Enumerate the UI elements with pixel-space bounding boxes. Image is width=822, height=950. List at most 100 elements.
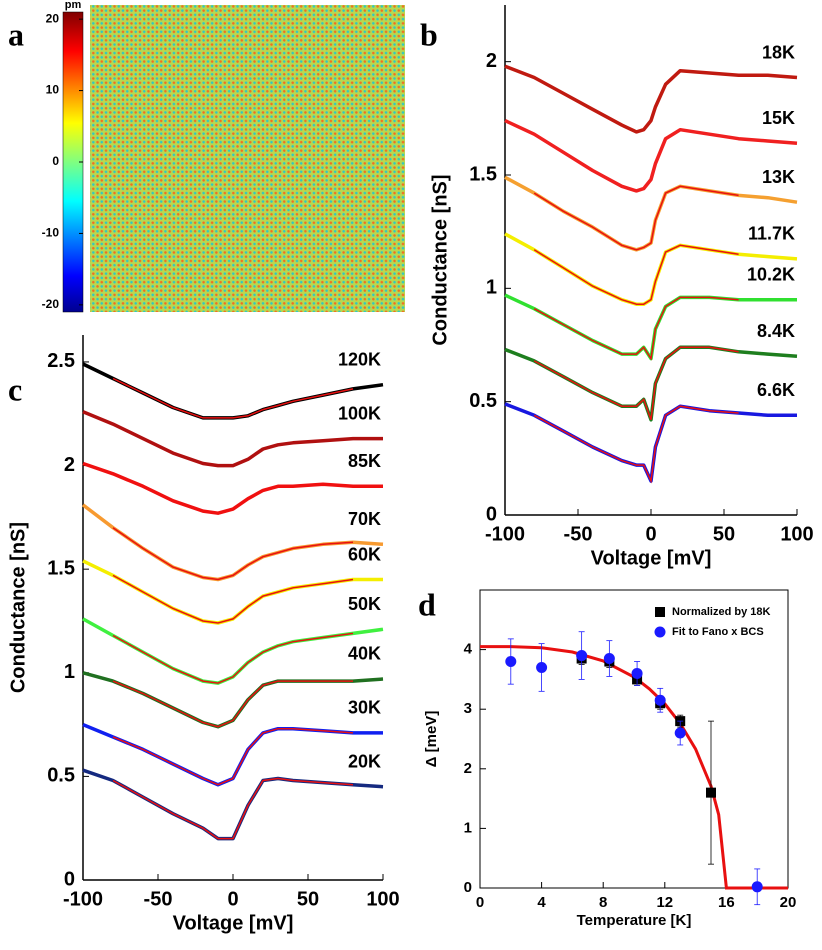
y-tick-label: 0 — [464, 879, 472, 896]
x-tick-label: 100 — [366, 888, 399, 910]
colorbar-tick-label: 0 — [52, 154, 59, 168]
conductance-curve — [82, 768, 384, 841]
fit-curve — [533, 296, 739, 361]
y-tick-label: 0.5 — [469, 390, 497, 412]
fit-curve — [112, 727, 354, 786]
temperature-label: 6.6K — [757, 380, 795, 400]
data-point — [674, 727, 686, 739]
panel-letter: c — [8, 371, 22, 407]
fit-curve — [112, 632, 354, 684]
conductance-curve — [82, 722, 383, 787]
temperature-label: 60K — [348, 544, 381, 564]
fit-curve — [112, 574, 354, 624]
y-tick-label: 1 — [64, 661, 75, 683]
conductance-curve — [82, 461, 383, 515]
colorbar-tick-label: -10 — [42, 226, 60, 240]
temperature-label: 11.7K — [748, 224, 795, 244]
y-axis-label: Conductance [nS] — [429, 174, 451, 345]
y-tick-label: 0 — [486, 503, 497, 525]
y-tick-label: 4 — [464, 641, 473, 658]
x-tick-label: 16 — [718, 894, 735, 911]
fit-curve — [533, 185, 739, 251]
fit-curve — [112, 527, 354, 581]
data-point — [706, 787, 716, 798]
y-tick-label: 1 — [486, 277, 497, 299]
conductance-curve — [82, 559, 383, 625]
temperature-label: 30K — [348, 698, 381, 718]
x-tick-label: -50 — [564, 523, 593, 545]
y-tick-label: 2.5 — [47, 350, 75, 372]
colorbar-tick-label: 10 — [46, 83, 60, 97]
temperature-label: 40K — [348, 644, 381, 664]
legend-label: Normalized by 18K — [672, 606, 770, 618]
colorbar-tick-label: -20 — [42, 297, 60, 311]
conductance-curve — [504, 293, 797, 361]
legend-marker — [655, 607, 665, 617]
data-point — [576, 650, 588, 662]
panel-letter: a — [8, 16, 24, 52]
x-tick-label: 12 — [656, 894, 673, 911]
x-tick-label: 20 — [780, 894, 797, 911]
y-tick-label: 3 — [464, 700, 472, 717]
y-tick-label: 1.5 — [47, 557, 75, 579]
temperature-label: 20K — [348, 751, 381, 771]
data-point — [505, 656, 517, 668]
conductance-curve — [82, 617, 384, 685]
x-tick-label: -100 — [63, 888, 103, 910]
x-tick-label: 0 — [645, 523, 656, 545]
colorbar-tick-label: 20 — [46, 11, 60, 25]
conductance-curve — [504, 119, 798, 193]
y-tick-label: 1 — [464, 819, 472, 836]
colorbar-label: pm — [65, 0, 82, 11]
temperature-label: 100K — [338, 403, 381, 423]
temperature-label: 8.4K — [757, 321, 795, 341]
y-tick-label: 2 — [464, 760, 472, 777]
x-tick-label: 100 — [780, 523, 813, 545]
temperature-label: 13K — [762, 167, 795, 187]
x-tick-label: 50 — [297, 888, 319, 910]
temperature-label: 120K — [338, 349, 381, 369]
fit-curve — [533, 405, 739, 484]
temperature-label: 18K — [762, 42, 795, 62]
legend-label: Fit to Fano x BCS — [672, 626, 764, 638]
legend-marker — [654, 626, 666, 638]
conductance-curve — [504, 64, 798, 134]
y-tick-label: 2 — [64, 454, 75, 476]
fit-curve — [533, 346, 739, 421]
y-tick-label: 0.5 — [47, 765, 75, 787]
plot-frame — [479, 589, 789, 889]
temperature-label: 10.2K — [747, 264, 795, 284]
y-tick-label: 1.5 — [469, 163, 497, 185]
conductance-curve — [81, 503, 384, 582]
data-point — [751, 881, 763, 893]
x-tick-label: -100 — [485, 523, 525, 545]
panel-letter: b — [420, 16, 438, 52]
panel-letter: d — [418, 586, 436, 622]
y-axis-label: Δ [meV] — [423, 711, 440, 768]
x-axis-label: Temperature [K] — [577, 912, 692, 929]
x-tick-label: -50 — [144, 888, 173, 910]
temperature-label: 50K — [348, 594, 381, 614]
data-point — [654, 694, 666, 706]
x-tick-label: 0 — [476, 894, 484, 911]
temperature-label: 15K — [762, 108, 795, 128]
fit-curve — [112, 777, 354, 840]
fit-curve — [112, 680, 353, 728]
x-tick-label: 4 — [537, 894, 546, 911]
data-point — [536, 661, 548, 673]
fit-curve — [533, 244, 739, 305]
y-axis-label: Conductance [nS] — [7, 522, 29, 693]
conductance-curve — [82, 410, 383, 468]
y-tick-label: 2 — [486, 50, 497, 72]
fit-curve — [112, 377, 354, 419]
y-tick-label: 0 — [64, 868, 75, 890]
x-tick-label: 0 — [227, 888, 238, 910]
data-point — [631, 667, 643, 679]
x-tick-label: 8 — [599, 894, 607, 911]
temperature-label: 70K — [348, 509, 381, 529]
x-axis-label: Voltage [mV] — [591, 547, 712, 569]
temperature-label: 85K — [348, 451, 381, 471]
data-point — [603, 653, 615, 665]
topography-image — [90, 5, 405, 312]
